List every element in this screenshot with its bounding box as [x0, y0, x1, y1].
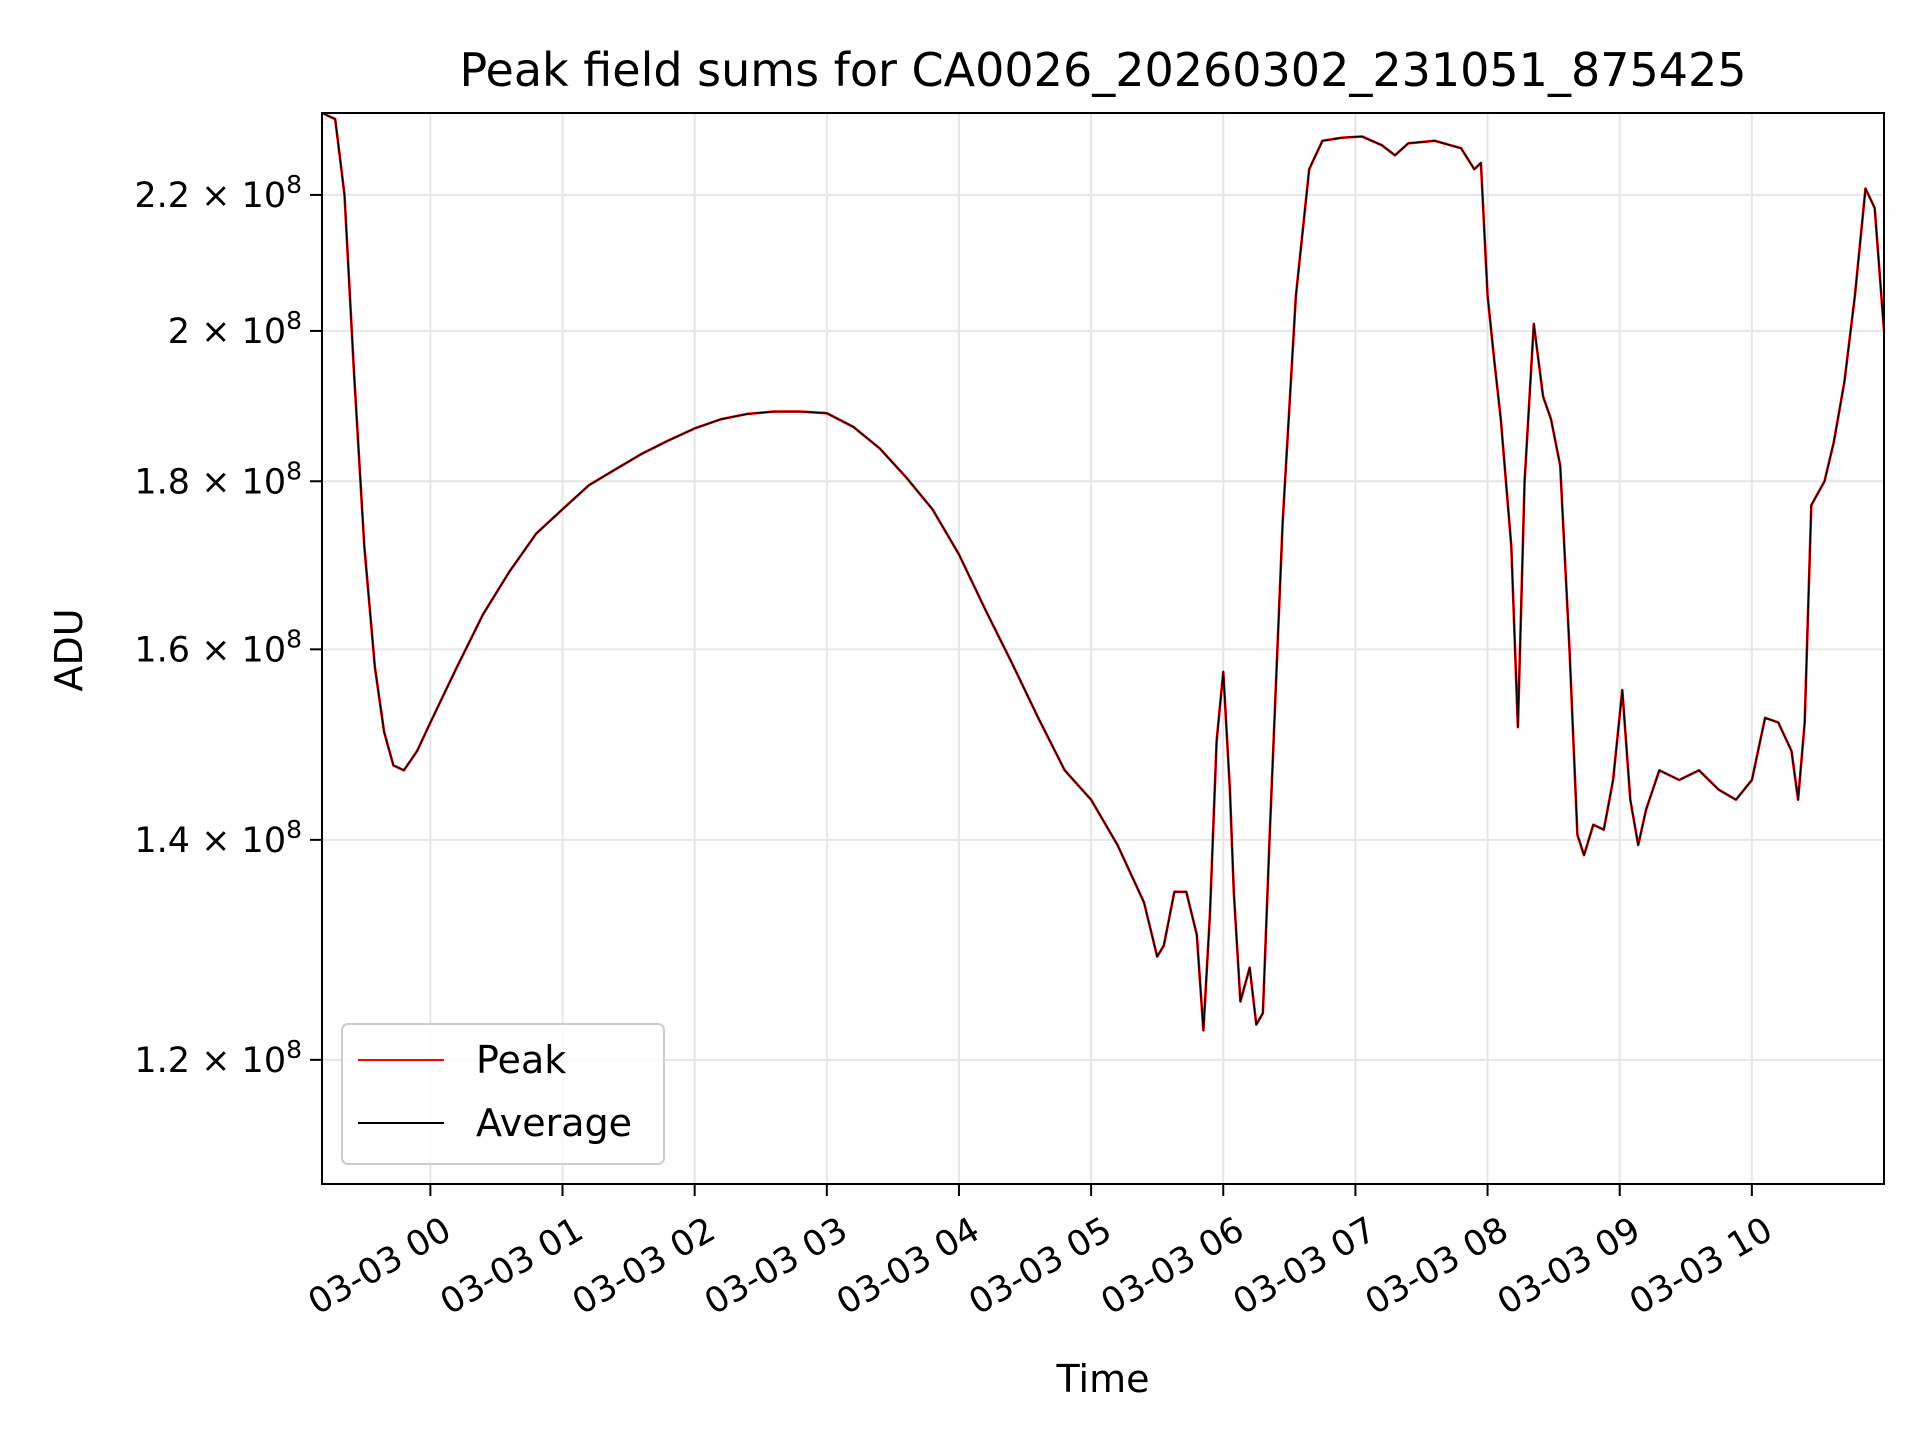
y-tick-label: 1.6 × 108: [134, 624, 302, 670]
y-axis: 1.2 × 108 1.4 × 108 1.6 × 108 1.8 × 108 2 × …: [134, 170, 322, 1081]
y-tick-label: 1.4 × 108: [134, 815, 302, 861]
x-axis-label: Time: [1056, 1357, 1150, 1401]
y-tick-label: 1.8 × 108: [134, 456, 302, 502]
legend-label-peak: Peak: [476, 1038, 566, 1082]
legend-label-average: Average: [476, 1101, 632, 1145]
y-tick-label: 1.2 × 108: [134, 1035, 302, 1081]
y-axis-label: ADU: [47, 608, 91, 691]
y-tick-label: 2 × 108: [168, 306, 302, 352]
legend[interactable]: Peak Average: [341, 1023, 665, 1165]
series-average-line: [321, 112, 1885, 1032]
y-tick-label: 2.2 × 108: [134, 170, 302, 216]
chart-title: Peak field sums for CA0026_20260302_2310…: [459, 43, 1746, 97]
series-layer: [321, 111, 1886, 1032]
